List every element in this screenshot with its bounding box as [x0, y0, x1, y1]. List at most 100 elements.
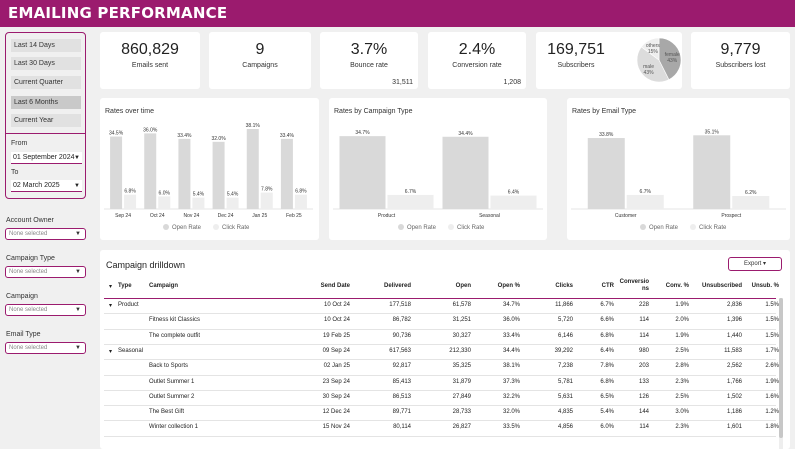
cell-conversions: 980: [638, 347, 649, 354]
email-type-select[interactable]: None selected ▼: [5, 342, 86, 354]
cell-ctr: 6.0%: [600, 424, 614, 431]
cell-open: 31,251: [452, 317, 471, 324]
column-header-ctr[interactable]: CTR: [601, 283, 614, 289]
preset-last-30-days[interactable]: Last 30 Days: [11, 57, 81, 70]
legend-swatch: [690, 224, 696, 230]
cell-ctr: 6.7%: [600, 302, 614, 308]
column-header-unsubscribed[interactable]: Unsubscribed: [701, 283, 742, 289]
cell-send-date: 02 Jan 25: [323, 363, 350, 370]
cell-unsubscribed: 1,601: [726, 424, 742, 431]
column-header-delivered[interactable]: Delivered: [383, 283, 411, 289]
cell-open-pct: 32.2%: [502, 393, 520, 400]
bar-open-rate-nov-24: [178, 138, 191, 209]
legend-label: Open Rate: [649, 225, 679, 231]
column-header-open[interactable]: Open: [455, 283, 471, 289]
column-header-type[interactable]: Type: [118, 283, 132, 289]
cell-open: 30,327: [452, 332, 471, 339]
cell-campaign[interactable]: The complete outfit: [149, 332, 201, 339]
cell-conv-pct: 3.0%: [675, 409, 689, 416]
campaign-placeholder: None selected: [9, 307, 48, 313]
campaign-type-placeholder: None selected: [9, 269, 48, 275]
preset-last-6-months[interactable]: Last 6 Months: [11, 96, 81, 109]
data-label: 33.8%: [599, 132, 614, 138]
cell-clicks: 5,720: [557, 317, 573, 324]
cell-open: 28,733: [452, 409, 471, 416]
column-header-open-pct[interactable]: Open %: [497, 283, 520, 289]
pie-slice-female: [658, 37, 682, 81]
cell-unsubscribed: 1,766: [726, 378, 742, 385]
column-header-campaign[interactable]: Campaign: [149, 283, 179, 289]
kpi-value: 860,829: [121, 41, 179, 58]
to-label: To: [11, 169, 19, 176]
pie-slice-male: [636, 46, 670, 83]
cell-conv-pct: 1.9%: [675, 302, 689, 308]
cell-campaign[interactable]: Winter collection 1: [149, 424, 199, 431]
account-owner-select[interactable]: None selected ▼: [5, 228, 86, 240]
x-tick-label: Jan 25: [252, 213, 267, 219]
cell-send-date: 10 Oct 24: [323, 317, 350, 324]
bar-click-rate-prospect: [732, 195, 770, 209]
bar-open-rate-dec-24: [212, 141, 225, 209]
export-button[interactable]: Export ▾: [728, 257, 782, 271]
column-header-conv-pct[interactable]: Conv. %: [665, 283, 689, 289]
collapse-group-icon[interactable]: ▾: [109, 303, 113, 309]
cell-ctr: 6.5%: [600, 393, 614, 400]
data-label: 6.4%: [508, 190, 520, 196]
table-row-divider: [104, 343, 776, 345]
data-label: 6.8%: [124, 189, 136, 195]
column-header-unsub-pct[interactable]: Unsub. %: [751, 283, 779, 289]
legend-label: Click Rate: [457, 225, 485, 231]
chevron-down-icon: ▼: [74, 155, 80, 161]
cell-open: 27,849: [452, 393, 471, 400]
expand-all-icon[interactable]: ▾: [109, 284, 113, 290]
cell-open: 212,330: [449, 347, 471, 354]
column-header-conversions[interactable]: Conversions: [619, 279, 649, 292]
table-header-divider: [104, 298, 776, 299]
table-row-divider: [104, 313, 776, 315]
kpi-label: Bounce rate: [350, 62, 388, 69]
preset-last-14-days[interactable]: Last 14 Days: [11, 39, 81, 52]
cell-ctr: 6.6%: [600, 317, 614, 324]
collapse-group-icon[interactable]: ▾: [109, 348, 113, 355]
cell-campaign[interactable]: Outlet Summer 1: [149, 378, 195, 385]
column-header-send-date[interactable]: Send Date: [320, 283, 350, 289]
preset-current-quarter[interactable]: Current Quarter: [11, 76, 81, 89]
cell-conversions: 228: [638, 302, 649, 308]
cell-unsubscribed: 2,836: [726, 302, 742, 308]
kpi-value: 169,751: [547, 41, 605, 58]
scrollbar-thumb[interactable]: [779, 298, 783, 438]
column-header-clicks[interactable]: Clicks: [555, 283, 573, 289]
cell-campaign[interactable]: Outlet Summer 2: [149, 393, 195, 400]
campaign-type-select[interactable]: None selected ▼: [5, 266, 86, 278]
data-label: 6.7%: [640, 189, 652, 195]
cell-open: 61,578: [452, 302, 471, 308]
cell-campaign[interactable]: Back to Sports: [149, 363, 189, 370]
campaign-select[interactable]: None selected ▼: [5, 304, 86, 316]
cell-ctr: 6.8%: [600, 378, 614, 385]
to-date-input[interactable]: 02 March 2025 ▼: [11, 180, 82, 192]
pie-label-others: others: [646, 43, 660, 49]
cell-conv-pct: 2.0%: [675, 317, 689, 324]
cell-open-pct: 32.0%: [502, 409, 520, 416]
legend-swatch: [398, 224, 404, 230]
kpi-subscribers: 169,751 Subscribers female 43% male 43% othe…: [536, 32, 682, 89]
x-tick-label: Product: [378, 213, 396, 219]
cell-conv-pct: 2.3%: [675, 378, 689, 385]
divider: [6, 133, 85, 134]
campaign-drilldown-card: Campaign drilldown Export ▾ ▾ Type Campaig…: [100, 250, 790, 449]
data-label: 6.0%: [159, 190, 171, 196]
chart-title: Rates by Campaign Type: [334, 108, 413, 115]
cell-campaign[interactable]: Fitness kit Classics: [149, 317, 201, 324]
from-date-input[interactable]: 01 September 2024 ▼: [11, 152, 82, 164]
from-label: From: [11, 140, 28, 147]
kpi-label: Campaigns: [242, 62, 278, 69]
cell-type[interactable]: Product: [118, 302, 139, 308]
cell-delivered: 89,771: [392, 409, 411, 416]
table-row-divider: [104, 389, 776, 391]
cell-delivered: 86,782: [392, 317, 411, 324]
preset-current-year[interactable]: Current Year: [11, 114, 81, 127]
cell-campaign[interactable]: The Best Gift: [149, 409, 185, 416]
rates-by-email-type-card: 33.8% 6.7% Customer 35.1% 6.2% Prospect Open R…: [567, 98, 790, 240]
cell-type[interactable]: Seasonal: [118, 347, 144, 354]
x-tick-label: Nov 24: [183, 213, 199, 219]
